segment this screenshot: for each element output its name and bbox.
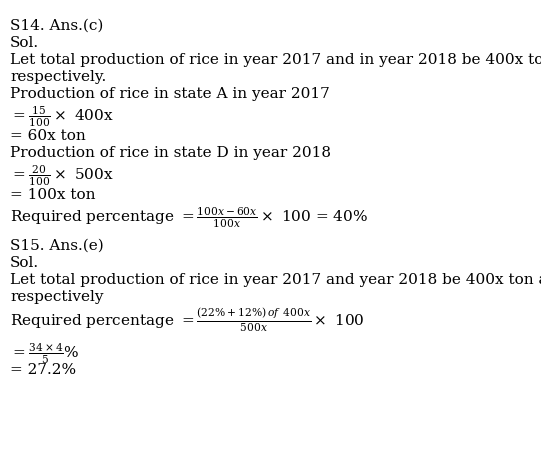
Text: Sol.: Sol. — [10, 36, 39, 50]
Text: $= \frac{15}{100} \times$ 400x: $= \frac{15}{100} \times$ 400x — [10, 104, 114, 129]
Text: respectively.: respectively. — [10, 70, 106, 84]
Text: S15. Ans.(e): S15. Ans.(e) — [10, 239, 104, 253]
Text: Let total production of rice in year 2017 and year 2018 be 400x ton and 500x ton: Let total production of rice in year 201… — [10, 273, 541, 287]
Text: $= \frac{20}{100} \times$ 500x: $= \frac{20}{100} \times$ 500x — [10, 163, 114, 188]
Text: Production of rice in state D in year 2018: Production of rice in state D in year 20… — [10, 146, 331, 160]
Text: = 27.2%: = 27.2% — [10, 363, 76, 377]
Text: = 100x ton: = 100x ton — [10, 188, 96, 202]
Text: Required percentage $= \frac{(22\%+12\%)\/ of\/\ 400x}{500x} \times$ 100: Required percentage $= \frac{(22\%+12\%)… — [10, 307, 365, 334]
Text: respectively: respectively — [10, 290, 103, 304]
Text: = 60x ton: = 60x ton — [10, 129, 86, 143]
Text: Sol.: Sol. — [10, 256, 39, 270]
Text: $= \frac{34 \times 4}{5}$%: $= \frac{34 \times 4}{5}$% — [10, 341, 80, 366]
Text: S14. Ans.(c): S14. Ans.(c) — [10, 19, 103, 33]
Text: Production of rice in state A in year 2017: Production of rice in state A in year 20… — [10, 87, 330, 101]
Text: Required percentage $= \frac{100x-60x}{100x} \times$ 100 = 40%: Required percentage $= \frac{100x-60x}{1… — [10, 205, 368, 230]
Text: Let total production of rice in year 2017 and in year 2018 be 400x ton and 500x : Let total production of rice in year 201… — [10, 53, 541, 67]
